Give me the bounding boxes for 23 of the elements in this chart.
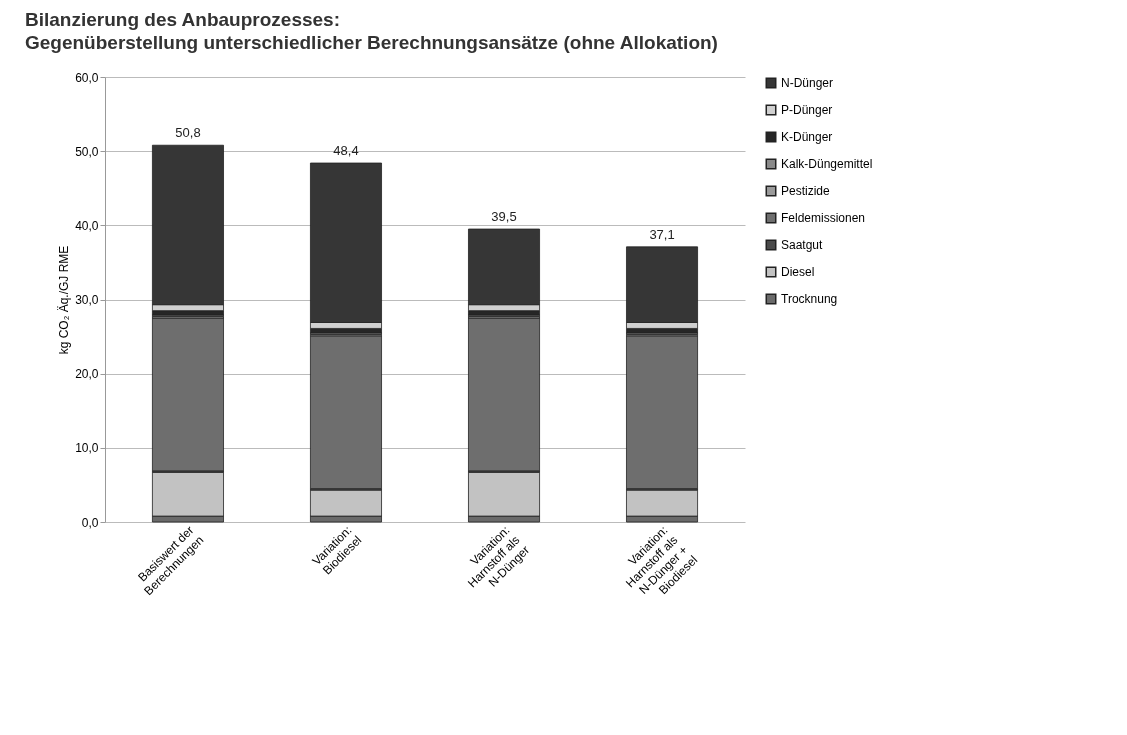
legend-label: K-Dünger (781, 130, 833, 144)
legend-label: Kalk-Düngemittel (781, 157, 873, 171)
legend-label: Trocknung (781, 292, 838, 306)
y-tick-label: 40,0 (75, 218, 99, 233)
y-tick-label: 0,0 (81, 515, 99, 530)
y-axis-title: kg CO₂ Äq./GJ RME (57, 245, 72, 355)
y-tick-label: 50,0 (75, 144, 99, 159)
legend-label: Diesel (781, 265, 815, 279)
y-tick-label: 60,0 (75, 70, 99, 85)
total-label: 48,4 (333, 143, 359, 159)
legend-label: N-Dünger (781, 76, 834, 90)
y-tick-label: 10,0 (75, 441, 99, 456)
legend-label: Pestizide (781, 184, 831, 198)
legend-label: Saatgut (781, 238, 824, 252)
legend-label: P-Dünger (781, 103, 833, 117)
y-tick-label: 30,0 (75, 293, 99, 307)
chart-subtitle: Gegenüberstellung unterschiedlicher Berechnungsansätze (ohne Allokation) (25, 32, 718, 53)
total-label: 37,1 (649, 226, 675, 242)
chart-title: Bilanzierung des Anbauprozesses: (25, 9, 340, 30)
total-label: 39,5 (491, 209, 517, 225)
legend-label: Feldemissionen (781, 211, 866, 225)
y-tick-label: 20,0 (75, 367, 99, 382)
total-label: 50,8 (175, 125, 201, 141)
